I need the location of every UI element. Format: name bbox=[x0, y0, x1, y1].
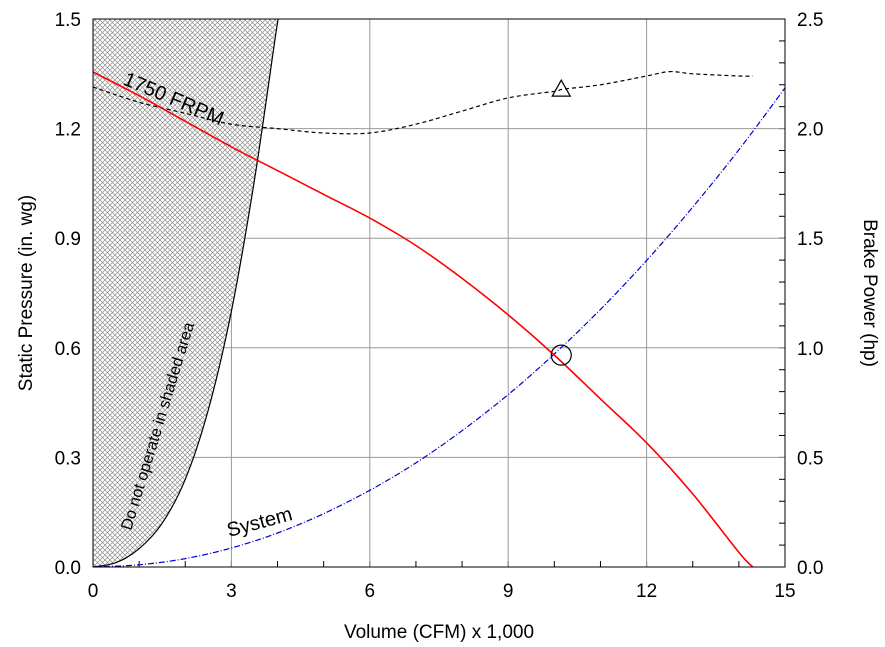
x-tick-label: 15 bbox=[774, 581, 795, 602]
stall-boundary-curve bbox=[93, 19, 281, 567]
brake-power-curve bbox=[93, 70, 753, 135]
system-curve bbox=[93, 87, 785, 567]
y2-tick-label: 2.5 bbox=[797, 10, 823, 31]
y-tick-label: 0.3 bbox=[55, 448, 81, 469]
y2-axis-title: Brake Power (hp) bbox=[859, 219, 880, 367]
y-axis-title: Static Pressure (in. wg) bbox=[16, 195, 37, 391]
x-tick-label: 12 bbox=[636, 581, 657, 602]
x-tick-label: 6 bbox=[365, 581, 376, 602]
y-tick-label: 0.9 bbox=[55, 229, 81, 250]
y-tick-label: 1.5 bbox=[55, 10, 81, 31]
y2-tick-label: 0.5 bbox=[797, 448, 823, 469]
y2-tick-labels: 0.0 0.5 1.0 1.5 2.0 2.5 bbox=[797, 10, 823, 579]
plot-frame bbox=[92, 18, 786, 568]
x-tick-label: 3 bbox=[226, 581, 237, 602]
y2-tick-label: 1.5 bbox=[797, 229, 823, 250]
operating-point-marker bbox=[550, 344, 572, 366]
y-tick-label: 0.0 bbox=[55, 558, 81, 579]
y-tick-label: 1.2 bbox=[55, 120, 81, 141]
x-tick-label: 9 bbox=[503, 581, 514, 602]
fan-curve bbox=[93, 71, 754, 567]
x-axis-title: Volume (CFM) x 1,000 bbox=[344, 622, 534, 643]
brake-power-marker bbox=[551, 78, 572, 97]
x-tick-labels: 0 3 6 9 12 15 bbox=[88, 581, 796, 602]
system-label: System bbox=[225, 503, 295, 542]
shaded-do-not-operate-area bbox=[93, 19, 280, 567]
y-tick-label: 0.6 bbox=[55, 339, 81, 360]
y2-tick-label: 2.0 bbox=[797, 120, 823, 141]
y2-tick-label: 0.0 bbox=[797, 558, 823, 579]
x-tick-label: 0 bbox=[88, 581, 99, 602]
y-tick-labels: 0.0 0.3 0.6 0.9 1.2 1.5 bbox=[55, 10, 81, 579]
y2-tick-label: 1.0 bbox=[797, 339, 823, 360]
